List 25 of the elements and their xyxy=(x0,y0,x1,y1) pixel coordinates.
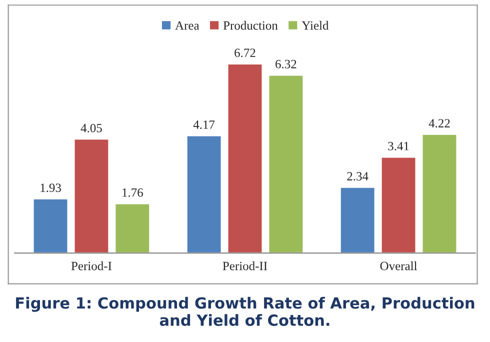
bar xyxy=(421,133,458,254)
data-label: 1.93 xyxy=(40,184,61,192)
x-tick-label: Period-I xyxy=(71,261,112,270)
bar xyxy=(73,138,110,254)
bar xyxy=(226,63,264,254)
bar xyxy=(32,198,69,254)
x-tick-label: Overall xyxy=(380,261,418,270)
bar xyxy=(186,134,222,254)
data-label: 6.32 xyxy=(276,60,296,68)
bar xyxy=(380,156,417,254)
legend-label: Area xyxy=(175,21,200,30)
x-tick-label: Period-II xyxy=(222,261,268,270)
legend-label: Yield xyxy=(302,20,329,30)
bar xyxy=(268,74,304,254)
data-label: 2.34 xyxy=(347,172,368,181)
bar xyxy=(114,202,151,254)
data-label: 4.17 xyxy=(193,120,215,129)
data-label: 1.76 xyxy=(122,188,143,197)
data-label: 4.05 xyxy=(80,124,102,132)
data-label: 3.41 xyxy=(388,142,409,150)
caption: Figure 1: Compound Growth Rate of Area, Production and Yield of Cotton. xyxy=(16,296,474,326)
bar xyxy=(339,186,376,254)
data-label: 6.72 xyxy=(234,48,256,58)
legend-label: Production xyxy=(223,20,278,30)
data-label: 4.22 xyxy=(428,119,450,128)
